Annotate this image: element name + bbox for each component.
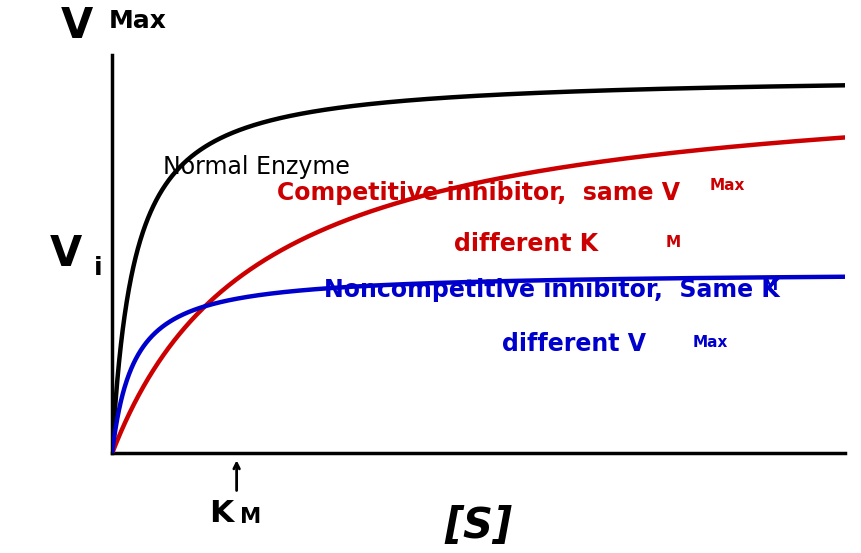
Text: M: M [665,235,679,251]
Text: Normal Enzyme: Normal Enzyme [164,155,350,179]
Text: Max: Max [709,178,744,192]
Text: different V: different V [501,332,645,356]
Text: K: K [208,499,232,528]
Text: different K: different K [454,232,598,257]
Text: V: V [60,6,93,48]
Text: Max: Max [108,9,166,33]
Text: Noncompetitive inhibitor,  Same K: Noncompetitive inhibitor, Same K [324,278,778,302]
Text: i: i [94,257,102,280]
Text: V: V [50,233,82,275]
Text: M: M [240,507,261,527]
Text: M: M [762,278,777,294]
Text: Competitive inhibitor,  same V: Competitive inhibitor, same V [276,181,679,205]
Text: Max: Max [692,335,728,350]
Text: [S]: [S] [444,505,511,547]
